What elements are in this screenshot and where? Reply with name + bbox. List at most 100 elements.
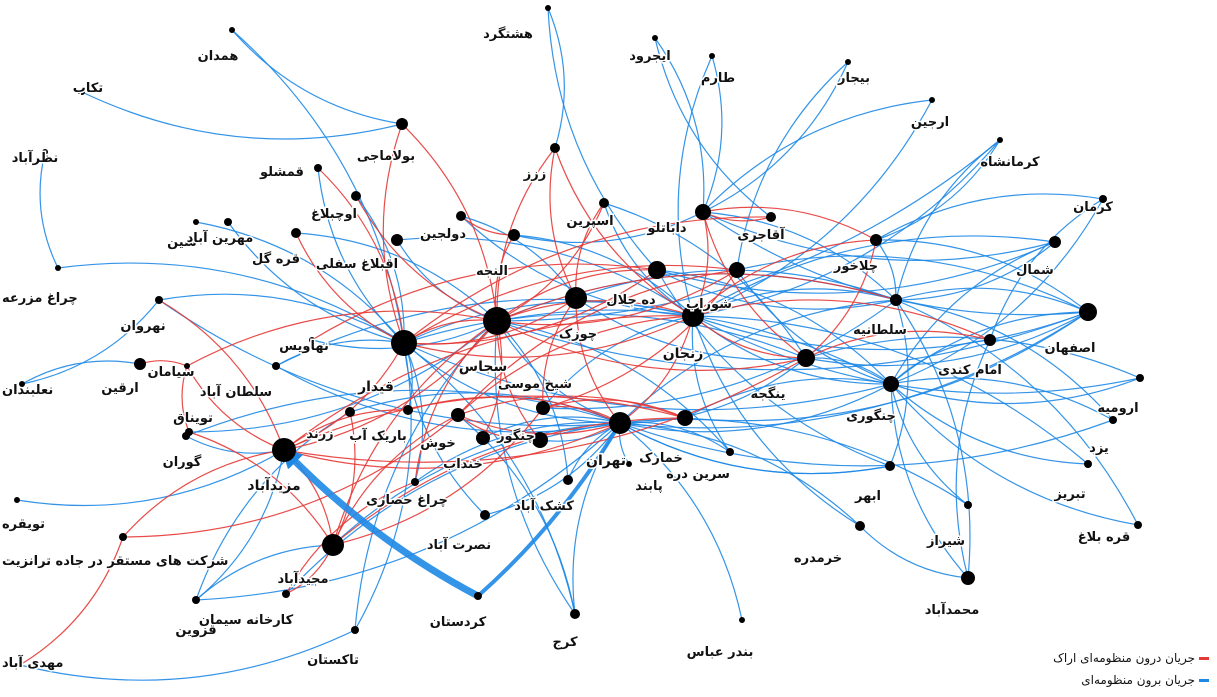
node-label-bandar_abbas: بندر عباس (687, 645, 754, 660)
outer-flow-edge-chalkhor-soltaniyeh (875, 239, 897, 301)
inner-flow-edge-sherkat-mahdiabad (19, 536, 124, 666)
inner-flow-edge-zanjan-zarz (554, 147, 694, 317)
inner-flow-edge-mazidabad-sherkat (122, 449, 285, 538)
node-mahdiabad (17, 662, 23, 668)
outer-flow-edge-tabriz-zanjan (692, 315, 1089, 465)
node-label-changur: چنگور (496, 428, 535, 444)
node-shiraz (964, 501, 972, 509)
node-label-sheikh_mousa: شیخ موسی (498, 377, 572, 392)
node-label-sarin_dareh: سرین دره (666, 467, 730, 482)
node-label-karkhaneh_siman: کارخانه سیمان (199, 613, 294, 628)
outer-flow-edge-sojas-isfahan (496, 311, 1089, 371)
legend-item-outer-flow: جریان برون منظومه‌ای (1053, 669, 1209, 691)
inner-flow-edge-mazidabad-sieman (186, 365, 285, 451)
outer-flow-edge-cheragh_mazraeh-qeydar (57, 262, 405, 344)
node-label-mehrinabad: مهرین آباد (187, 229, 254, 246)
inner-flow-edge-barik_ab-tehran (407, 396, 621, 424)
legend-label-outer: جریان برون منظومه‌ای (1081, 673, 1195, 687)
outer-flow-edge-qeydar-changuri (403, 342, 892, 411)
node-qaragol (291, 228, 301, 238)
outer-flow-edge-soltanabad-tehran (275, 365, 621, 433)
outer-flow-edge-kerman-chalkhor (875, 193, 1104, 241)
node-label-khorramdareh: خرمدره (794, 551, 842, 566)
node-label-sojas: سجاس (459, 359, 507, 375)
node-label-zarz: ززز (523, 167, 546, 182)
node-label-yazd: یزد (1089, 441, 1109, 456)
inner-flow-edge-mazidabad-khomarak (283, 395, 686, 451)
node-label-bijar: بیجار (837, 71, 870, 86)
outer-flow-edge-doljin-chuzak (460, 215, 577, 299)
outer-flow-edge-yengejeh-isfahan (805, 311, 1089, 367)
node-shomal (1049, 236, 1061, 248)
legend-item-inner-flow: جریان درون منظومه‌ای اراک (1053, 647, 1209, 669)
node-label-qameshlu: قمشلو (259, 165, 304, 180)
outer-flow-edge-esparin-yengejeh (603, 202, 807, 359)
node-label-soltaniyeh: سلطانیه (853, 323, 907, 338)
outer-flow-edge-bijar-dabanloo (702, 61, 849, 213)
legend-label-inner: جریان درون منظومه‌ای اراک (1053, 651, 1195, 665)
outer-flow-edge-mohammadabad-changuri (890, 383, 969, 579)
node-bandar_abbas (739, 617, 745, 623)
outer-flow-edge-keshkabad-sojas (496, 320, 569, 481)
inner-flow-edge-sojas-ouchbolagh (355, 195, 498, 322)
node-label-hashtgerd: هشتگرد (483, 26, 533, 42)
node-kermanshah (997, 137, 1003, 143)
node-dehjalal (648, 261, 666, 279)
node-ijrood (652, 35, 658, 41)
node-esparin (599, 198, 609, 208)
node-label-cheragh_hesari: چراغ حصاری (366, 493, 448, 508)
outer-flow-edge-zanjan-soltaniyeh (692, 288, 897, 317)
node-label-changuri: چنگوری (846, 408, 896, 424)
inner-flow-edge-cheragh_hesari-karkhaneh_siman (285, 481, 416, 595)
outer-flow-edge-majidabad-tehran (332, 422, 621, 546)
node-sieman (184, 363, 190, 369)
node-label-khonjab: خنداب (443, 457, 483, 472)
node-qeydar (391, 330, 417, 356)
node-label-chalkhor: چلاخور (833, 259, 878, 274)
outer-flow-edge-ijrood-aqajari (654, 37, 772, 218)
outer-flow-edge-nazarabad-cheragh_mazraeh (39, 151, 59, 269)
outer-flow-edge-kermanshah-chalkhor (875, 139, 1001, 241)
outer-flow-edge-orumiyeh-zanjan (692, 315, 1141, 394)
inner-flow-edge-sieman-toyneq (181, 365, 190, 433)
node-hashtgerd (545, 5, 551, 11)
outer-flow-edge-takestan-qeydar (354, 342, 412, 631)
node-aljeh (508, 229, 520, 241)
node-isfahan (1079, 303, 1097, 321)
outer-flow-edge-isfahan-tehran (619, 311, 1089, 429)
node-yengejeh (797, 349, 815, 367)
outer-flow-edge-karkhaneh_siman-tehran (285, 422, 621, 595)
outer-flow-edge-tabriz-changuri (890, 383, 1089, 465)
node-barik_ab (403, 405, 413, 415)
node-mohammadabad (961, 571, 975, 585)
node-cheragh_mazraeh (55, 265, 61, 271)
node-label-shorab: شوراب (686, 297, 732, 312)
inner-flow-edge-qeydar-zanjan (403, 315, 694, 358)
node-naalbandan (19, 381, 25, 387)
node-label-toyqareh: تویقره (2, 517, 45, 532)
node-label-nazarabad: نظرآباد (12, 149, 59, 166)
inner-flow-edge-shorab-sheikh_mousa (542, 269, 738, 409)
node-majidabad (322, 534, 344, 556)
inner-flow-edges (19, 123, 991, 666)
node-bijar (845, 59, 851, 65)
node-label-tekab: تکاب (73, 81, 103, 96)
node-label-majidabad: مجیدآباد (277, 570, 328, 587)
node-mazidabad (272, 438, 296, 462)
outer-flow-edge-khonjab-tehran (482, 416, 621, 439)
node-label-nosratabad: نصرت آباد (427, 536, 491, 553)
outer-flow-edge-hashtgerd-dehjalal (547, 7, 658, 271)
inner-flow-edge-mazidabad-zanjan (283, 315, 694, 451)
node-abhar (885, 461, 895, 471)
outer-flow-edge-yazd-changuri (890, 377, 1114, 421)
node-label-mazidabad: مزیدآباد (247, 476, 300, 494)
node-label-chuzak: چوزک (559, 327, 597, 342)
node-changuri (883, 376, 899, 392)
node-label-pabend: پابند (635, 479, 662, 494)
inner-flow-edge-sheikh_mousa-khomarak (542, 399, 686, 419)
node-mehrinabad (224, 218, 232, 226)
node-emam_kandi (984, 334, 996, 346)
inner-flow-edge-mazidabad-nahravan (158, 299, 285, 451)
inner-flow-edge-yengejeh-chalkhor (805, 239, 877, 359)
node-label-isfahan: اصفهان (1045, 341, 1096, 356)
